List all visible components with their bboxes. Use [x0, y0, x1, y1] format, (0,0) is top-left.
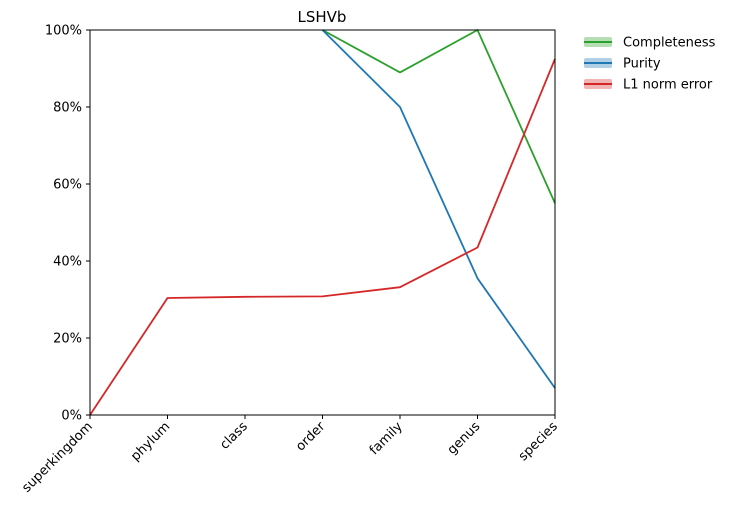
series-line-purity	[321, 29, 556, 389]
y-tick-label: 0%	[61, 409, 82, 424]
legend-item-l1-norm-error: L1 norm error	[584, 78, 713, 93]
y-tick-label: 100%	[45, 24, 82, 39]
x-tick-label: species	[516, 419, 561, 464]
x-tick-label: order	[293, 419, 329, 455]
y-tick-label: 20%	[53, 332, 82, 347]
legend-item-purity: Purity	[584, 57, 661, 72]
x-tick-label: class	[217, 419, 251, 453]
series-line-l1-norm-error	[89, 58, 556, 416]
legend-label: L1 norm error	[623, 78, 713, 93]
y-tick-label: 60%	[53, 178, 82, 193]
x-axis: superkingdom phylum class order family genus s…	[19, 415, 561, 496]
x-tick-label: family	[367, 419, 406, 458]
chart-title: LSHVb	[298, 8, 347, 26]
plot-frame	[89, 29, 556, 416]
y-tick-label: 80%	[53, 101, 82, 116]
legend: Completeness Purity L1 norm error	[584, 36, 716, 93]
legend-item-completeness: Completeness	[584, 36, 716, 51]
y-axis: 0% 20% 40% 60% 80% 100%	[45, 24, 90, 424]
series-line-completeness	[322, 29, 556, 204]
y-tick-label: 40%	[53, 255, 82, 270]
legend-label: Completeness	[623, 36, 716, 51]
x-tick-label: genus	[445, 419, 484, 458]
x-tick-label: phylum	[128, 419, 173, 464]
x-tick-label: superkingdom	[19, 419, 95, 495]
series-lines	[89, 29, 556, 416]
legend-label: Purity	[623, 57, 661, 72]
